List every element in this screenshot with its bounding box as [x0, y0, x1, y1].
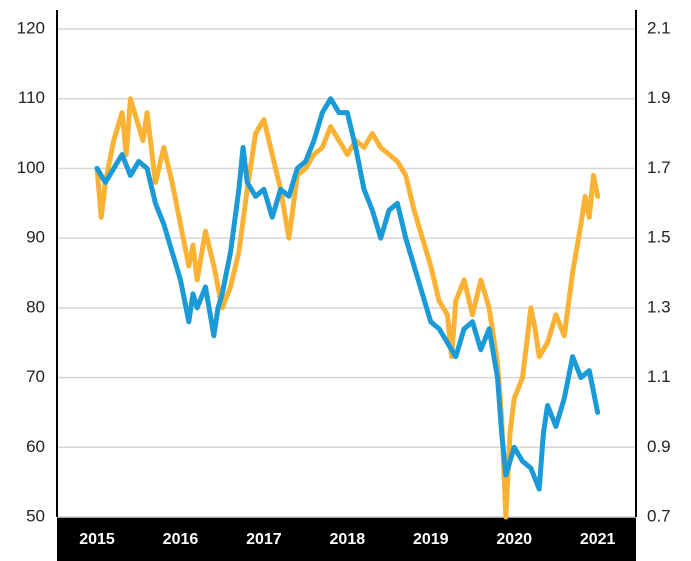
x-tick-label: 2015: [79, 531, 115, 548]
x-tick-label: 2020: [496, 531, 532, 548]
x-tick-label: 2017: [246, 531, 282, 548]
x-tick-label: 2018: [330, 531, 366, 548]
x-axis-band: [57, 517, 636, 561]
y-tick-label: 120: [17, 18, 45, 37]
y-tick-label: 70: [26, 367, 45, 386]
y-tick-label: 80: [26, 297, 45, 316]
y-tick-label: 60: [26, 437, 45, 456]
x-tick-label: 2019: [413, 531, 449, 548]
y2-tick-label: 2.1: [647, 18, 671, 37]
x-tick-label: 2016: [163, 531, 199, 548]
data-line: [94, 96, 601, 492]
y-tick-label: 90: [26, 228, 45, 247]
y2-tick-label: 1.5: [647, 228, 671, 247]
x-tick-label: 2021: [580, 531, 616, 548]
y2-tick-label: 0.7: [647, 506, 671, 525]
y2-tick-label: 0.9: [647, 437, 671, 456]
y2-tick-label: 1.3: [647, 297, 671, 316]
y-tick-label: 100: [17, 158, 45, 177]
y2-tick-label: 1.7: [647, 158, 671, 177]
y-tick-label: 50: [26, 506, 45, 525]
y-tick-label: 110: [18, 88, 45, 107]
y2-tick-label: 1.1: [647, 367, 671, 386]
y2-tick-label: 1.9: [647, 88, 671, 107]
